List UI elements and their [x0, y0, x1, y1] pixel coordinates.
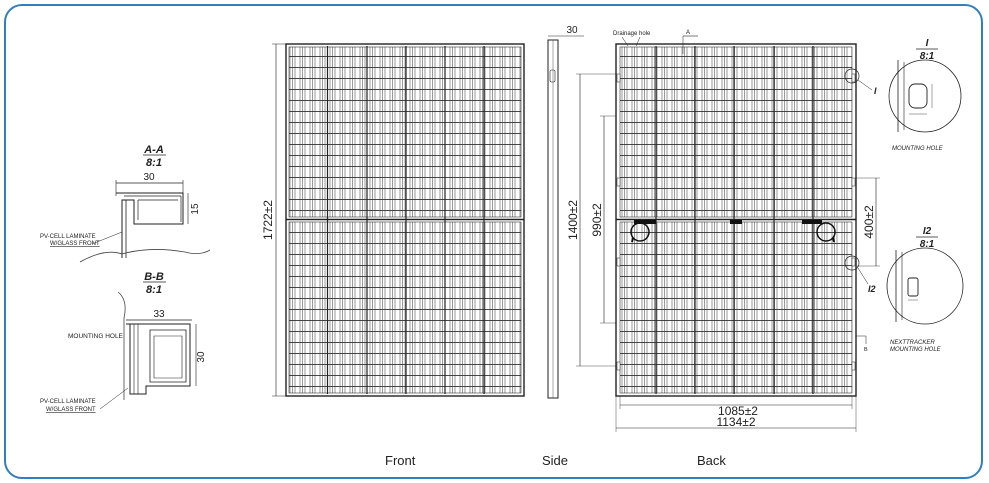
- section-mark-b: B: [864, 347, 868, 353]
- section-a-a-height: 15: [190, 203, 201, 215]
- section-a-a-label-1: PV-CELL LAMINATE: [40, 234, 96, 240]
- section-b-b-label-2: W/GLASS FRONT: [46, 407, 96, 413]
- detail-nexttracker-hole: I2 8:1 NEXTTRACKER MOUNTING HOLE: [886, 226, 964, 353]
- section-b-b: B-B 8:1 33 30 MOUNTING HOLE PV-CELL LAMI…: [40, 271, 207, 413]
- detail-2-title: I2: [923, 226, 932, 237]
- drawing-frame: [4, 4, 983, 479]
- front-view: 1722±2: [261, 43, 525, 397]
- section-b-b-label-1: PV-CELL LAMINATE: [40, 399, 96, 405]
- section-mark-a: A: [686, 30, 690, 36]
- section-a-a: A-A 8:1 30 15 PV-CELL LAMINATE W/GLASS F…: [40, 144, 211, 263]
- front-height-dim: 1722±2: [261, 200, 275, 240]
- back-dim-400: 400±2: [862, 205, 876, 239]
- detail-1-title: I: [926, 38, 929, 49]
- side-view: 30: [547, 25, 584, 399]
- back-dim-1085: 1085±2: [718, 404, 758, 418]
- drainage-hole-label: Drainage hole: [613, 31, 651, 37]
- section-b-b-mounting-hole: MOUNTING HOLE: [68, 333, 124, 340]
- detail-1-scale: 8:1: [920, 51, 935, 62]
- detail-1-label: MOUNTING HOLE: [892, 146, 944, 152]
- section-b-b-height: 30: [196, 351, 207, 363]
- section-b-b-scale: 8:1: [146, 284, 162, 296]
- section-b-b-width: 33: [153, 309, 165, 320]
- section-a-a-label-2: W/GLASS FRONT: [50, 241, 100, 247]
- side-thickness-dim: 30: [566, 25, 578, 36]
- detail-mounting-hole: I 8:1 MOUNTING HOLE: [888, 38, 962, 152]
- section-a-a-width: 30: [143, 172, 155, 183]
- section-a-a-title: A-A: [143, 144, 164, 156]
- detail-2-label-2: MOUNTING HOLE: [890, 347, 942, 353]
- side-caption: Side: [542, 453, 569, 468]
- front-caption: Front: [385, 453, 416, 468]
- back-dim-1134: 1134±2: [716, 415, 755, 429]
- back-view: Drainage hole A B I I2 1400±2 990±2: [566, 30, 880, 432]
- back-dim-1400: 1400±2: [566, 200, 580, 240]
- back-caption: Back: [697, 453, 726, 468]
- detail-2-label-1: NEXTTRACKER: [890, 340, 935, 346]
- detail-2-scale: 8:1: [920, 239, 935, 250]
- callout-1: I: [874, 86, 877, 96]
- section-b-b-title: B-B: [144, 271, 164, 283]
- callout-2: I2: [868, 284, 876, 294]
- section-a-a-scale: 8:1: [146, 157, 162, 169]
- back-dim-990: 990±2: [590, 203, 604, 237]
